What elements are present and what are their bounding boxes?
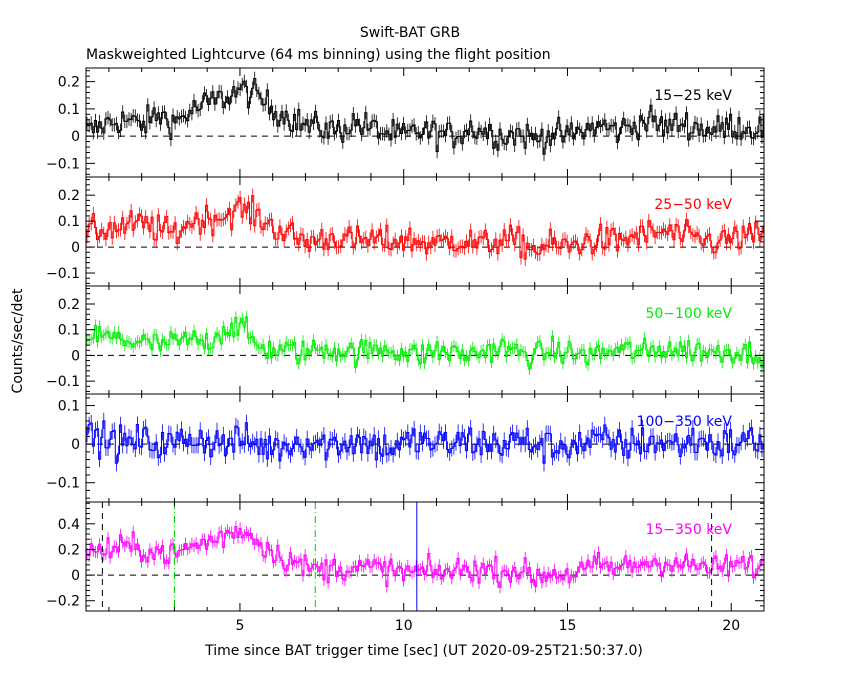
series-trace bbox=[86, 420, 764, 464]
x-tick-label: 5 bbox=[235, 618, 244, 634]
y-tick-label: 0 bbox=[71, 240, 80, 256]
y-tick-label: 0.1 bbox=[58, 323, 80, 339]
y-tick-label: 0 bbox=[71, 129, 80, 145]
x-tick-label: 20 bbox=[722, 618, 740, 634]
x-tick-label: 10 bbox=[395, 618, 413, 634]
y-tick-label: 0 bbox=[71, 437, 80, 453]
panels-layer: −0.1 0 0.1 0.2 15−25 keV −0.1 0 0.1 0.2 25−50 keV… bbox=[46, 67, 765, 634]
y-tick-label: −0.2 bbox=[46, 594, 80, 610]
y-tick-label: 0 bbox=[71, 568, 80, 584]
y-tick-label: −0.1 bbox=[46, 156, 80, 172]
panel-25-50-kev: −0.1 0 0.1 0.2 25−50 keV bbox=[46, 176, 765, 287]
y-tick-label: 0 bbox=[71, 348, 80, 364]
panel-15-25-kev: −0.1 0 0.1 0.2 15−25 keV bbox=[46, 67, 765, 178]
y-tick-label: 0.2 bbox=[58, 542, 80, 558]
chart-title: Swift-BAT GRB bbox=[360, 25, 460, 41]
y-tick-label: 0.1 bbox=[58, 214, 80, 230]
band-label: 15−25 keV bbox=[654, 88, 732, 104]
chart-subtitle: Maskweighted Lightcurve (64 ms binning) … bbox=[86, 47, 551, 63]
panel-100-350-kev: −0.1 0 0.1 100−350 keV bbox=[46, 393, 765, 503]
series-trace bbox=[86, 195, 764, 260]
y-tick-label: 0.1 bbox=[58, 102, 80, 118]
series-clip bbox=[86, 412, 764, 472]
band-label: 50−100 keV bbox=[645, 306, 732, 322]
y-tick-label: 0.2 bbox=[58, 297, 80, 313]
x-tick-label: 15 bbox=[559, 618, 577, 634]
x-axis-label: Time since BAT trigger time [sec] (UT 20… bbox=[204, 643, 643, 659]
y-tick-label: 0.2 bbox=[58, 75, 80, 91]
y-tick-label: 0.1 bbox=[58, 399, 80, 415]
y-tick-label: −0.1 bbox=[46, 266, 80, 282]
series-trace bbox=[86, 316, 764, 370]
series-trace bbox=[86, 78, 764, 155]
panel-frame bbox=[85, 501, 765, 612]
y-tick-label: −0.1 bbox=[46, 374, 80, 390]
series-trace bbox=[86, 526, 764, 588]
y-tick-label: 0.4 bbox=[58, 517, 80, 533]
series-clip bbox=[86, 71, 764, 161]
band-label: 25−50 keV bbox=[654, 197, 732, 213]
y-tick-label: 0.2 bbox=[58, 188, 80, 204]
y-tick-label: −0.1 bbox=[46, 476, 80, 492]
panel-50-100-kev: −0.1 0 0.1 0.2 50−100 keV bbox=[46, 285, 765, 395]
band-label: 15−350 keV bbox=[645, 522, 732, 538]
panel-15-350-kev: −0.2 0 0.2 0.4 15−350 keV bbox=[46, 501, 765, 612]
y-axis-label: Counts/sec/det bbox=[10, 288, 26, 393]
band-label: 100−350 keV bbox=[637, 414, 733, 430]
